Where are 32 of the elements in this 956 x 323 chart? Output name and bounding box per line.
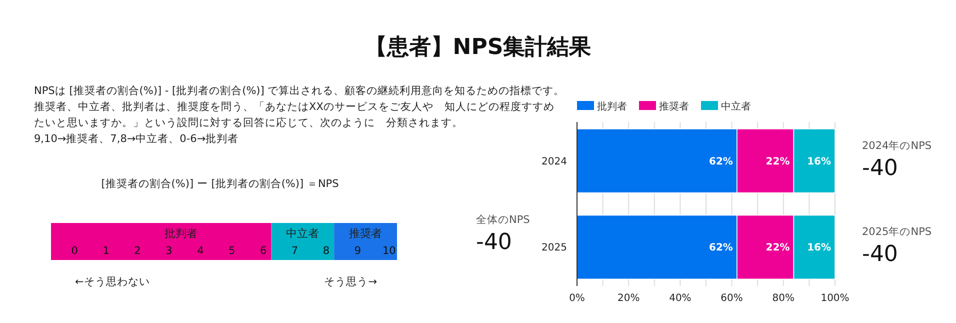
- data-label: 16%: [807, 156, 831, 168]
- text: -40: [862, 242, 898, 267]
- chart-title: 【患者】NPS集計結果: [364, 35, 592, 60]
- text: 9,10→推奨者、7,8→中立者、0-6→批判者: [34, 132, 239, 145]
- legend-label: 中立者: [721, 100, 751, 112]
- y-tick-label: 2025: [542, 242, 567, 254]
- x-tick-label: 100%: [820, 293, 850, 304]
- text: 全体のNPS: [476, 214, 530, 226]
- x-tick-label: 60%: [720, 293, 743, 304]
- text: [推奨者の割合(%)] ー [批判者の割合(%)] ＝NPS: [101, 177, 340, 190]
- text: -40: [476, 230, 512, 255]
- text: 2024年のNPS: [862, 140, 932, 152]
- x-tick-label: 20%: [617, 293, 640, 304]
- text: 2025年のNPS: [862, 226, 932, 238]
- text: 推奨者、中立者、批判者は、推奨度を問う、「あなたはXXのサービスをご友人や 知人にどの程度すすめ: [34, 100, 554, 113]
- text: -40: [862, 156, 898, 181]
- score-scale: 批判者 中立者 推奨者 0 1 2 3 4 5 6 7 8 9 10: [51, 223, 397, 260]
- x-tick-label: 40%: [669, 293, 692, 304]
- text: そう思う→: [324, 276, 378, 288]
- x-tick-label: 80%: [772, 293, 795, 304]
- legend-label: 推奨者: [659, 100, 689, 112]
- data-label: 62%: [709, 242, 733, 254]
- data-label: 22%: [766, 242, 790, 254]
- data-label: 62%: [709, 156, 733, 168]
- y-tick-label: 2024: [542, 156, 567, 168]
- x-tick-label: 0%: [569, 293, 585, 304]
- data-label: 16%: [807, 242, 831, 254]
- data-label: 22%: [766, 156, 790, 168]
- text: たいと思いますか。」という設問に対する回答に応じて、次のように 分類されます。: [34, 116, 463, 129]
- series-label: 批判者: [597, 100, 627, 112]
- text: NPSは [推奨者の割合(%)] - [批判者の割合(%)] で算出される、顧客の継続利用意向を知るための指標です。: [34, 84, 565, 97]
- text: ←そう思わない: [75, 276, 150, 288]
